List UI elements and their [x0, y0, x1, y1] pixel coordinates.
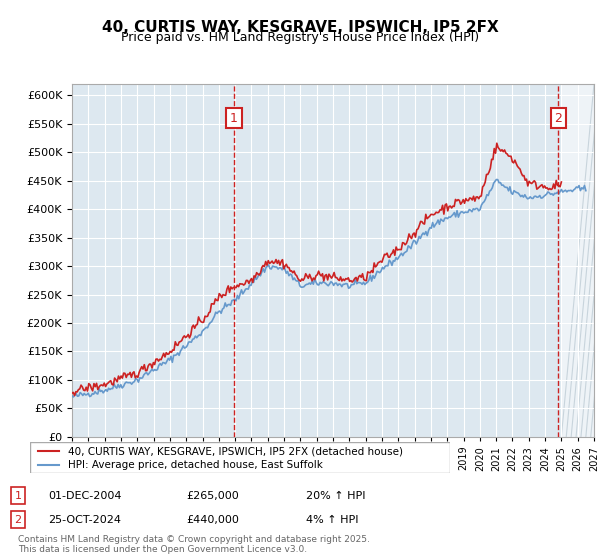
- Text: 40, CURTIS WAY, KESGRAVE, IPSWICH, IP5 2FX: 40, CURTIS WAY, KESGRAVE, IPSWICH, IP5 2…: [101, 20, 499, 35]
- Text: £265,000: £265,000: [186, 491, 239, 501]
- Text: 2: 2: [14, 515, 22, 525]
- FancyBboxPatch shape: [30, 442, 450, 473]
- Text: 1: 1: [14, 491, 22, 501]
- Text: Contains HM Land Registry data © Crown copyright and database right 2025.
This d: Contains HM Land Registry data © Crown c…: [18, 535, 370, 554]
- Text: 01-DEC-2004: 01-DEC-2004: [48, 491, 121, 501]
- Text: 25-OCT-2024: 25-OCT-2024: [48, 515, 121, 525]
- Text: 2: 2: [554, 111, 562, 125]
- Text: 20% ↑ HPI: 20% ↑ HPI: [306, 491, 365, 501]
- Text: 4% ↑ HPI: 4% ↑ HPI: [306, 515, 359, 525]
- Text: £440,000: £440,000: [186, 515, 239, 525]
- Text: HPI: Average price, detached house, East Suffolk: HPI: Average price, detached house, East…: [68, 460, 323, 470]
- Text: 1: 1: [230, 111, 238, 125]
- Text: Price paid vs. HM Land Registry's House Price Index (HPI): Price paid vs. HM Land Registry's House …: [121, 31, 479, 44]
- Bar: [562, 84, 594, 437]
- Text: 40, CURTIS WAY, KESGRAVE, IPSWICH, IP5 2FX (detached house): 40, CURTIS WAY, KESGRAVE, IPSWICH, IP5 2…: [68, 446, 403, 456]
